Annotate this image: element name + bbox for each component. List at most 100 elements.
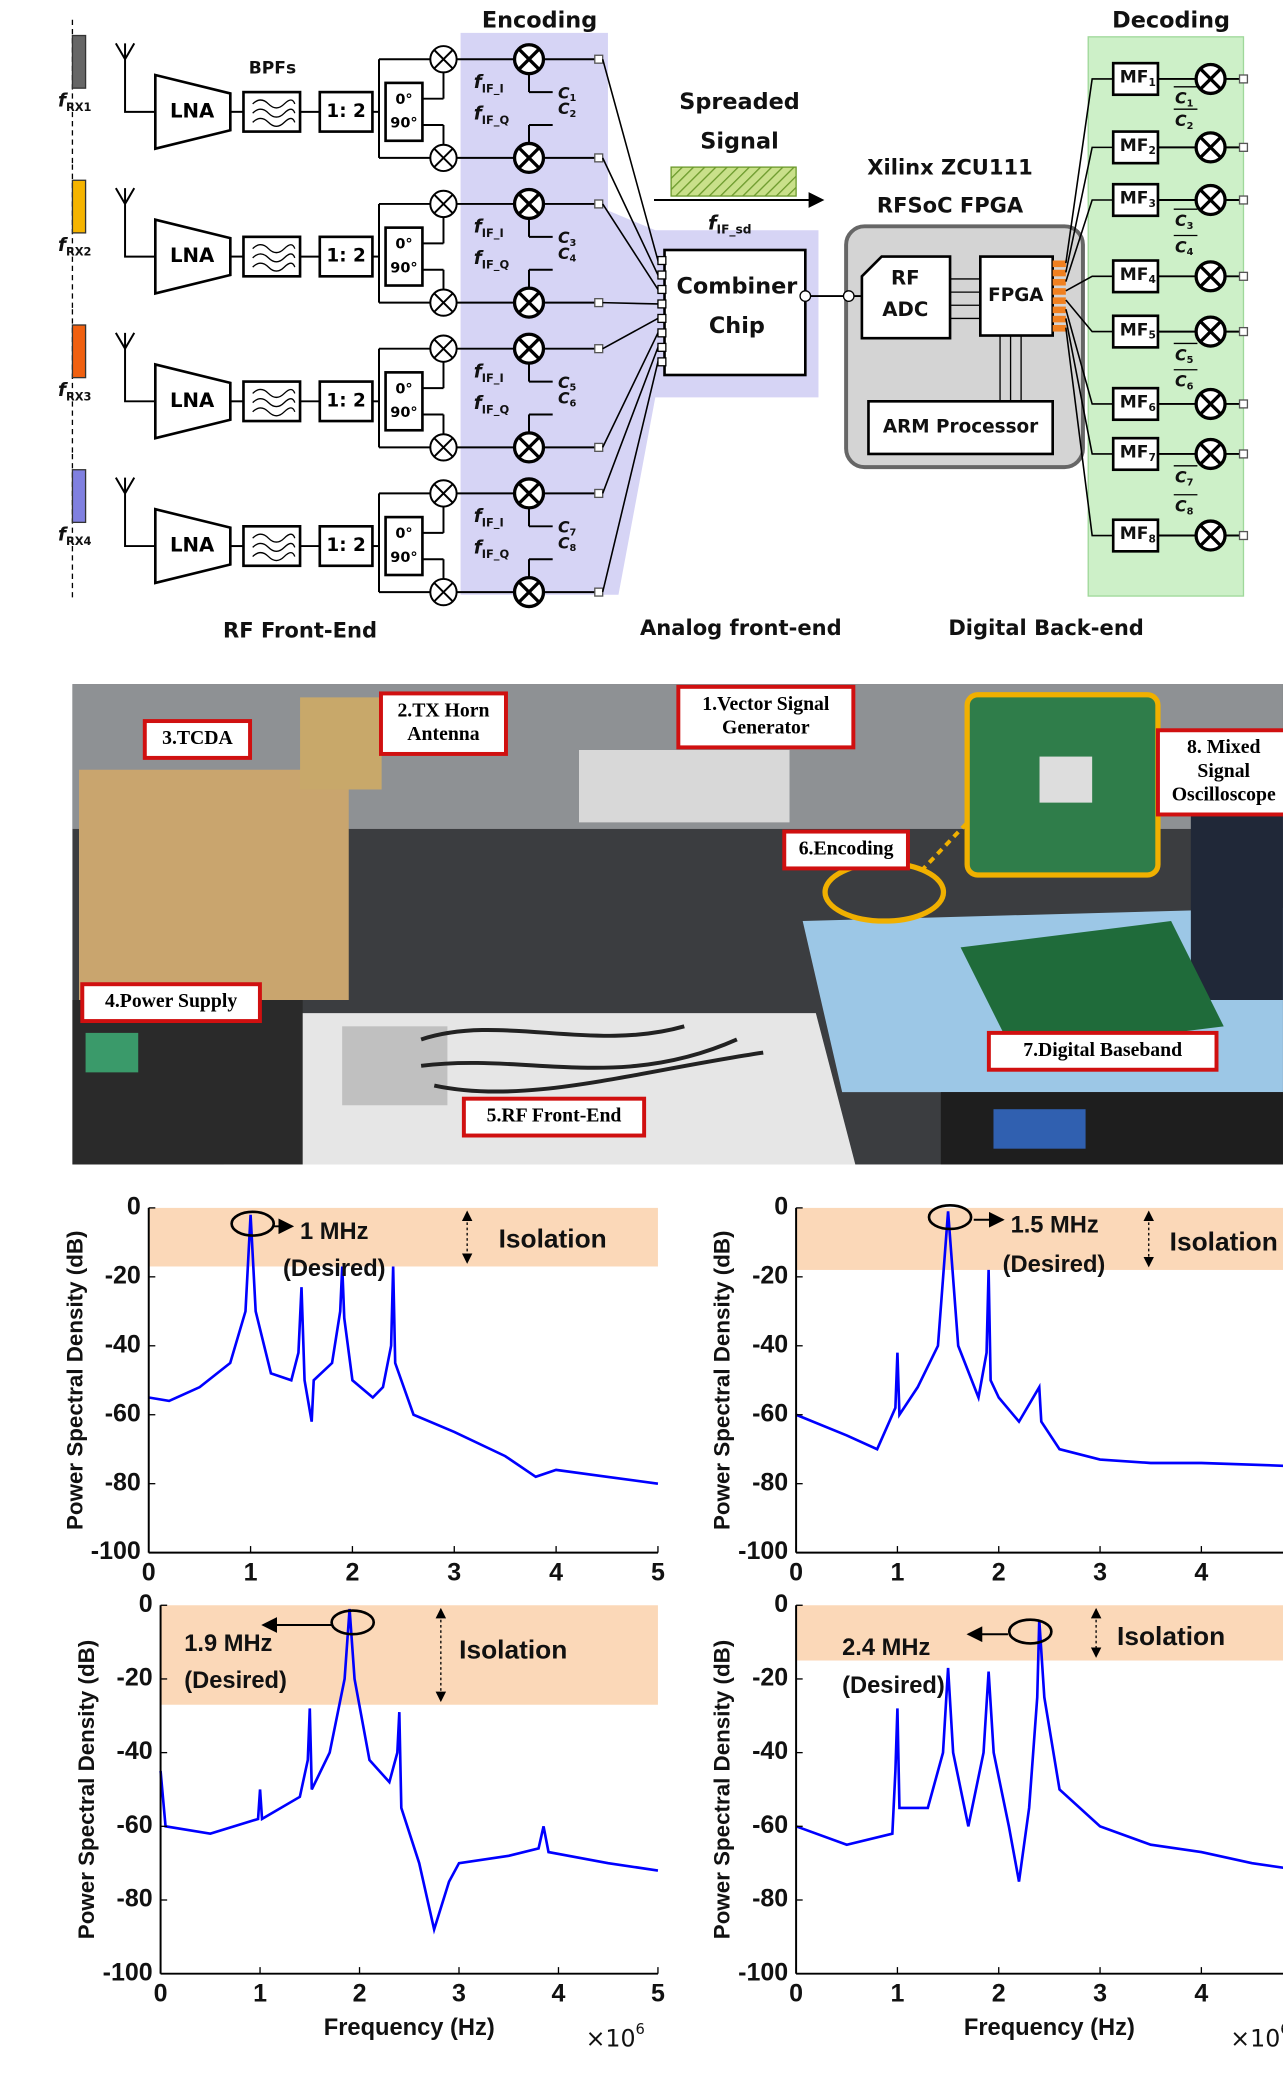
annotation: (Desired) (1003, 1252, 1106, 1278)
x-tick-label: 3 (447, 1558, 461, 1586)
splitter-label: 1: 2 (326, 390, 365, 411)
label-sub: 2 (1187, 121, 1194, 132)
antenna (116, 333, 155, 401)
section-label: RF Front-End (223, 618, 377, 643)
port (1240, 328, 1248, 336)
x-axis-label: Frequency (Hz) (324, 2015, 495, 2041)
horn (300, 697, 382, 789)
fpga-port (1053, 297, 1066, 304)
label-main: MF (1120, 443, 1149, 463)
y-tick-label: -80 (105, 1468, 141, 1496)
photo-label: 1.Vector Signal (702, 693, 830, 715)
tcda (79, 770, 349, 1000)
phase-label: 90° (390, 260, 417, 276)
label-sub: 3 (1187, 221, 1194, 232)
y-tick-label: -100 (91, 1537, 141, 1565)
label-sub: IF_I (482, 370, 504, 385)
label-main: MF (1120, 265, 1149, 285)
spreaded-label: Spreaded (679, 89, 800, 115)
y-tick-label: -20 (752, 1261, 788, 1289)
combiner-port (658, 314, 666, 322)
chip (1040, 757, 1093, 803)
x-tick-label: 2 (992, 1979, 1006, 2007)
photo-label: 7.Digital Baseband (1023, 1039, 1182, 1061)
port (595, 443, 603, 451)
label-sub: 5 (570, 383, 577, 394)
combiner-label: Combiner (676, 273, 797, 299)
sub-label: fRX2 (58, 235, 92, 258)
photo-label: 6.Encoding (799, 838, 894, 860)
y-tick-label: -40 (752, 1330, 788, 1358)
decoding-region (1088, 37, 1243, 596)
y-tick-label: -100 (738, 1958, 788, 1986)
y-tick-label: -80 (117, 1885, 153, 1913)
board-label: Xilinx ZCU111 (867, 154, 1033, 179)
label-main: C (1175, 496, 1187, 515)
fpga-port (1053, 325, 1066, 332)
splitter-label: 1: 2 (326, 535, 365, 556)
port (800, 291, 811, 302)
label-sub: 6 (570, 398, 577, 409)
label-sub: 1 (570, 93, 577, 104)
x-tick-label: 1 (890, 1558, 904, 1586)
label-main: ×10 (586, 2024, 636, 2052)
analyzer (941, 1092, 1283, 1164)
antenna (116, 43, 155, 111)
label-sub: 4 (1187, 247, 1194, 258)
combiner-port (658, 300, 666, 308)
section-label: Digital Back-end (948, 615, 1144, 640)
antenna (116, 188, 155, 256)
photo-label: 4.Power Supply (105, 990, 237, 1012)
port (843, 291, 854, 302)
y-tick-label: 0 (139, 1590, 153, 1618)
label-sub: 8 (1187, 506, 1194, 517)
port (595, 200, 603, 208)
y-tick-label: -40 (105, 1330, 141, 1358)
combiner-port (658, 329, 666, 337)
label-main: ×10 (1230, 2024, 1280, 2052)
x-tick-label: 0 (154, 1979, 168, 2007)
label-sub: 7 (1187, 477, 1194, 488)
sub-label: fRX4 (58, 525, 92, 548)
label-sub: IF_Q (482, 257, 510, 272)
label-main: C (558, 533, 570, 552)
label-sub: IF_Q (482, 547, 510, 562)
label-main: C (558, 243, 570, 262)
adc-label: ADC (882, 298, 928, 321)
oscilloscope (1191, 789, 1283, 1000)
fpga-port (1053, 316, 1066, 323)
label-sub: IF_I (482, 81, 504, 96)
y-tick-label: -40 (752, 1737, 788, 1765)
label-main: MF (1120, 189, 1149, 209)
x-tick-label: 0 (142, 1558, 156, 1586)
label-sub: RX3 (66, 389, 92, 403)
label-sub: IF_sd (717, 222, 752, 237)
combiner-port (658, 358, 666, 366)
y-tick-label: 0 (774, 1590, 788, 1618)
x-tick-label: 0 (789, 1979, 803, 2007)
label-sub: 7 (1148, 452, 1155, 464)
annotation: (Desired) (184, 1668, 287, 1694)
port (1240, 196, 1248, 204)
y-tick-label: -80 (752, 1885, 788, 1913)
photo-label: 8. Mixed (1187, 736, 1260, 758)
port (1240, 143, 1248, 151)
y-tick-label: -100 (738, 1537, 788, 1565)
x-tick-label: 3 (1093, 1979, 1107, 2007)
phase-label: 0° (395, 526, 412, 542)
phase-label: 0° (395, 381, 412, 397)
label-sub: 5 (1187, 355, 1194, 366)
label-sub: RX2 (66, 244, 92, 258)
x-tick-label: 1 (890, 1979, 904, 2007)
x-tick-label: 2 (992, 1558, 1006, 1586)
y-tick-label: 0 (774, 1193, 788, 1221)
annotation: Isolation (1170, 1226, 1278, 1256)
label-sub: 3 (570, 238, 577, 249)
photo-label: 2.TX Horn (397, 699, 489, 721)
label-main: C (1175, 371, 1187, 390)
band-marker (72, 325, 85, 378)
label-main: C (558, 99, 570, 118)
band-marker (72, 470, 85, 523)
label-sub: 6 (1148, 402, 1155, 414)
y-axis-label: Power Spectral Density (dB) (710, 1640, 735, 1939)
